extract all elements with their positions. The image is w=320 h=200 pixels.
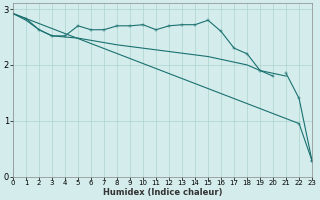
X-axis label: Humidex (Indice chaleur): Humidex (Indice chaleur)	[103, 188, 222, 197]
